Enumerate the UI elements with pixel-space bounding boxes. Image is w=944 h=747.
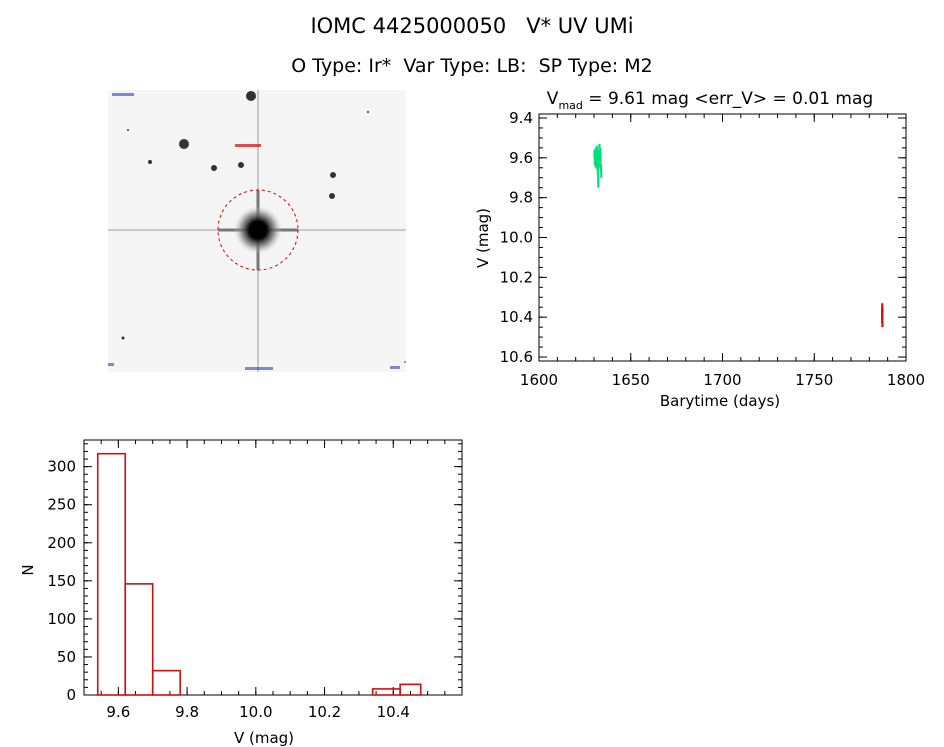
histogram-y-label: N <box>19 564 37 575</box>
data-point <box>597 173 600 182</box>
histogram-bar <box>371 688 401 696</box>
data-point <box>599 163 603 172</box>
histogram-plot-frame <box>83 439 463 696</box>
y-tick-label: 10.4 <box>500 308 533 326</box>
y-tick-label: 10.2 <box>500 268 533 286</box>
hist-y-tick-label: 250 <box>47 496 76 514</box>
histogram-axes: 9.6 9.8 10.0 10.2 10.4 0 50 100 150 200 250 300 <box>47 440 462 721</box>
light-curve-title: Vmad = 9.61 mag <err_V> = 0.01 mag <box>547 89 873 112</box>
y-tick-label: 9.6 <box>509 149 533 167</box>
histogram-bar <box>96 452 127 696</box>
data-point <box>596 165 599 174</box>
histogram-bar <box>399 683 422 696</box>
hist-y-tick-label: 50 <box>57 648 76 666</box>
data-point <box>598 149 601 158</box>
light-curve-y-label: V (mag) <box>474 208 492 268</box>
data-point <box>599 153 602 162</box>
histogram-bars <box>96 452 422 696</box>
x-tick-label: 1700 <box>703 371 741 389</box>
data-point <box>599 147 602 156</box>
hist-y-tick-label: 300 <box>47 458 76 476</box>
x-tick-label: 1600 <box>520 371 558 389</box>
light-curve-x-label: Barytime (days) <box>660 392 780 410</box>
hist-x-tick-label: 9.8 <box>175 703 199 721</box>
data-point <box>597 179 600 188</box>
stamp-labels <box>108 93 400 370</box>
histogram-x-label: V (mag) <box>234 729 294 747</box>
hist-x-tick-label: 10.2 <box>308 703 341 721</box>
hist-y-tick-label: 0 <box>66 686 76 704</box>
field-stars <box>121 91 369 340</box>
hist-y-tick-label: 150 <box>47 572 76 590</box>
y-tick-label: 9.4 <box>509 109 533 127</box>
histogram-bar <box>124 583 154 696</box>
hist-y-tick-label: 100 <box>47 610 76 628</box>
data-point <box>881 319 884 328</box>
hist-x-tick-label: 9.6 <box>106 703 130 721</box>
light-curve-axes: 1600 1650 1700 1750 1800 9.4 9.6 9.8 10.0 10.2 10.… <box>500 109 926 389</box>
y-tick-label: 10.6 <box>500 348 533 366</box>
chart-title: IOMC 4425000050 V* UV UMi <box>310 14 634 38</box>
hist-x-tick-label: 10.0 <box>239 703 272 721</box>
hist-y-tick-label: 200 <box>47 534 76 552</box>
data-point <box>595 145 599 154</box>
x-tick-label: 1650 <box>612 371 650 389</box>
y-tick-label: 9.8 <box>509 189 533 207</box>
compass-icon <box>404 361 406 363</box>
light-curve-points <box>593 143 884 328</box>
hist-x-tick-label: 10.4 <box>377 703 410 721</box>
aperture-circle <box>217 189 299 271</box>
data-point <box>596 153 599 162</box>
star-field-image <box>108 90 406 372</box>
histogram-bar <box>151 669 182 696</box>
x-tick-label: 1800 <box>887 371 925 389</box>
x-tick-label: 1750 <box>795 371 833 389</box>
data-point <box>600 169 603 178</box>
chart-subtitle: O Type: Ir* Var Type: LB: SP Type: M2 <box>291 55 653 77</box>
light-curve-chart: Vmad = 9.61 mag <err_V> = 0.01 mag 1600 1… <box>474 89 926 410</box>
data-point <box>881 309 884 318</box>
data-point <box>595 155 598 164</box>
y-tick-label: 10.0 <box>500 229 533 247</box>
target-star-core <box>249 221 267 239</box>
